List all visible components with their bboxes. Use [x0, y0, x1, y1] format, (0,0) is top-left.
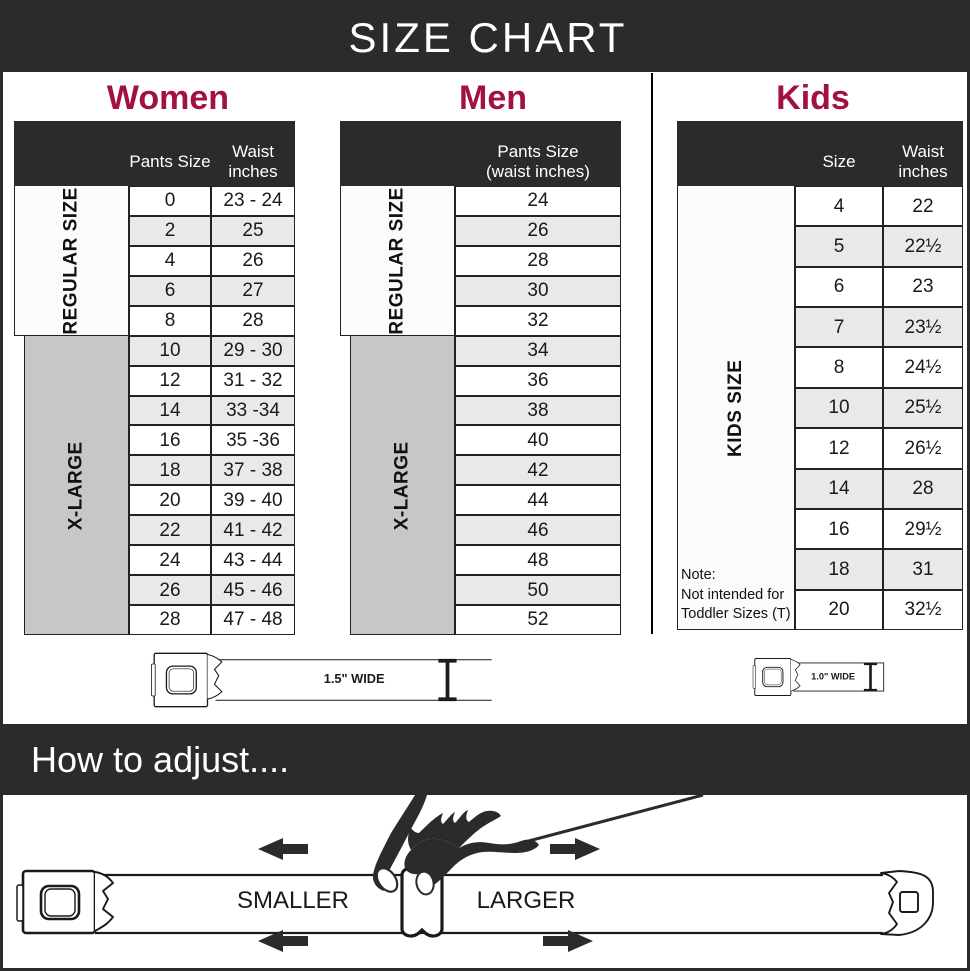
svg-text:LARGER: LARGER — [477, 887, 576, 914]
svg-text:SMALLER: SMALLER — [237, 887, 349, 914]
svg-text:1.5" WIDE: 1.5" WIDE — [324, 671, 385, 686]
svg-text:1.0" WIDE: 1.0" WIDE — [811, 672, 855, 682]
